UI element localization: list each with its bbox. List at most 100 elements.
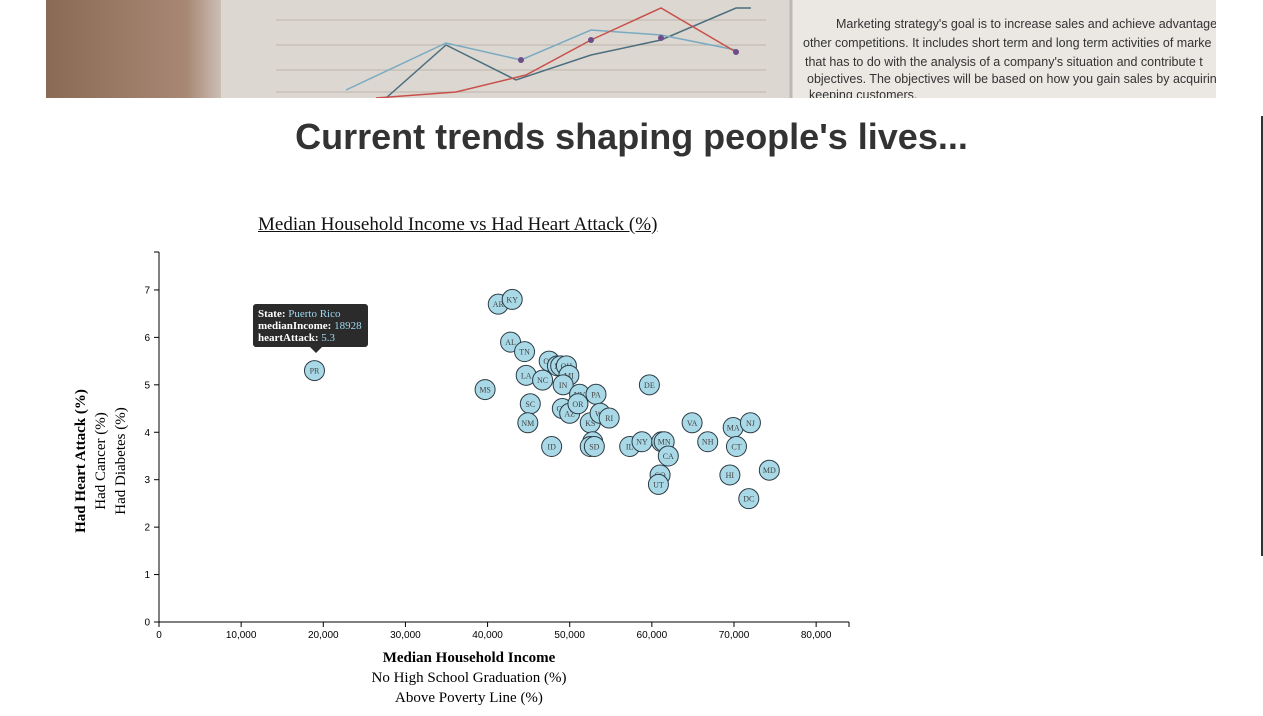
data-point[interactable]: MD [758, 459, 780, 481]
point-label: PR [310, 367, 320, 376]
point-label: MS [479, 386, 491, 395]
x-tick-label: 60,000 [637, 630, 668, 641]
data-point[interactable]: NY [631, 431, 653, 453]
data-point[interactable]: TN [514, 341, 536, 363]
y-axis-label-active[interactable]: Had Heart Attack (%) [73, 389, 89, 533]
point-label: ID [547, 442, 556, 451]
data-point[interactable]: PA [585, 383, 607, 405]
x-tick-label: 30,000 [390, 630, 421, 641]
point-marker[interactable] [647, 473, 669, 495]
point-marker[interactable] [697, 431, 719, 453]
x-tick-label: 70,000 [719, 630, 750, 641]
tooltip-income-label: medianIncome: [258, 320, 332, 332]
point-marker[interactable] [583, 435, 605, 457]
data-point[interactable]: NJ [739, 412, 761, 434]
banner-line-3: that has to do with the analysis of a co… [805, 55, 1203, 69]
y-tick-label: 0 [144, 618, 150, 629]
data-point[interactable]: PR [303, 360, 325, 382]
banner-photo: Marketing strategy's goal is to increase… [46, 0, 1216, 98]
data-point[interactable]: UT [647, 473, 669, 495]
point-label: NC [537, 376, 548, 385]
point-marker[interactable] [514, 341, 536, 363]
point-label: AZ [564, 409, 575, 418]
y-tick-label: 5 [144, 380, 150, 391]
data-point[interactable]: SD [583, 435, 605, 457]
data-point[interactable]: KY [501, 288, 523, 310]
point-marker[interactable] [739, 412, 761, 434]
point-marker[interactable] [657, 445, 679, 467]
tooltip-attack-value: 5.3 [321, 332, 335, 344]
point-label: TN [519, 348, 530, 357]
point-label: AL [505, 338, 516, 347]
point-label: SD [589, 442, 599, 451]
x-tick-label: 50,000 [554, 630, 585, 641]
tooltip-state-value: Puerto Rico [288, 308, 341, 320]
point-marker[interactable] [567, 393, 589, 415]
point-marker[interactable] [758, 459, 780, 481]
point-marker[interactable] [517, 412, 539, 434]
data-point[interactable]: NM [517, 412, 539, 434]
banner-image: Marketing strategy's goal is to increase… [46, 0, 1216, 98]
point-label: CT [731, 442, 741, 451]
banner-line-4: objectives. The objectives will be based… [807, 72, 1216, 86]
axis-labels: Median Household Income No High School G… [73, 389, 566, 706]
y-tick-label: 1 [144, 570, 150, 581]
point-marker[interactable] [738, 488, 760, 510]
point-label: KS [585, 419, 595, 428]
x-axis-label-option[interactable]: Above Poverty Line (%) [395, 690, 543, 706]
point-label: MD [763, 466, 776, 475]
data-point[interactable]: CT [725, 435, 747, 457]
point-marker[interactable] [598, 407, 620, 429]
y-tick-label: 3 [144, 475, 150, 486]
point-marker[interactable] [638, 374, 660, 396]
data-point[interactable]: SC [519, 393, 541, 415]
scrollbar[interactable] [1261, 116, 1263, 556]
y-axis-label-option[interactable]: Had Diabetes (%) [113, 407, 129, 514]
point-label: MI [564, 371, 574, 380]
point-marker[interactable] [541, 435, 563, 457]
chart-axes: 0 10,000 20,000 30,000 40,000 50,000 60,000 70,… [144, 251, 850, 641]
banner-line-1: Marketing strategy's goal is to increase… [836, 17, 1216, 31]
point-marker[interactable] [303, 360, 325, 382]
x-axis-label-active[interactable]: Median Household Income [383, 650, 556, 666]
data-point[interactable]: HI [719, 464, 741, 486]
point-label: NJ [746, 419, 755, 428]
point-label: UT [653, 480, 664, 489]
point-label: DE [644, 381, 655, 390]
data-point[interactable]: DE [638, 374, 660, 396]
data-point[interactable]: NC [532, 369, 554, 391]
point-label: SC [525, 400, 535, 409]
data-point[interactable]: MS [474, 379, 496, 401]
point-marker[interactable] [532, 369, 554, 391]
point-label: RI [605, 414, 613, 423]
x-tick-label: 0 [156, 630, 162, 641]
data-point[interactable]: RI [598, 407, 620, 429]
banner-text: Marketing strategy's goal is to increase… [803, 17, 1216, 98]
point-label: LA [521, 371, 532, 380]
data-point[interactable]: CA [657, 445, 679, 467]
data-point[interactable]: NH [697, 431, 719, 453]
point-label: IL [626, 442, 634, 451]
point-marker[interactable] [474, 379, 496, 401]
point-label: CA [663, 452, 674, 461]
tooltip-attack-label: heartAttack: [258, 332, 319, 344]
point-marker[interactable] [681, 412, 703, 434]
x-tick-label: 80,000 [801, 630, 832, 641]
point-label: KY [506, 295, 518, 304]
point-label: HI [726, 471, 735, 480]
data-point[interactable]: DC [738, 488, 760, 510]
point-label: AR [493, 300, 505, 309]
point-marker[interactable] [725, 435, 747, 457]
data-point[interactable]: VA [681, 412, 703, 434]
x-axis-label-option[interactable]: No High School Graduation (%) [372, 670, 567, 686]
point-tooltip: State: Puerto Rico medianIncome: 18928 h… [253, 304, 368, 353]
data-point[interactable]: OR [567, 393, 589, 415]
point-marker[interactable] [552, 374, 574, 396]
data-point[interactable]: ID [541, 435, 563, 457]
y-axis-label-option[interactable]: Had Cancer (%) [93, 412, 109, 509]
point-marker[interactable] [719, 464, 741, 486]
banner-line-2: other competitions. It includes short te… [803, 36, 1212, 50]
point-marker[interactable] [501, 288, 523, 310]
data-point[interactable]: IN [552, 374, 574, 396]
point-label: NY [636, 438, 648, 447]
